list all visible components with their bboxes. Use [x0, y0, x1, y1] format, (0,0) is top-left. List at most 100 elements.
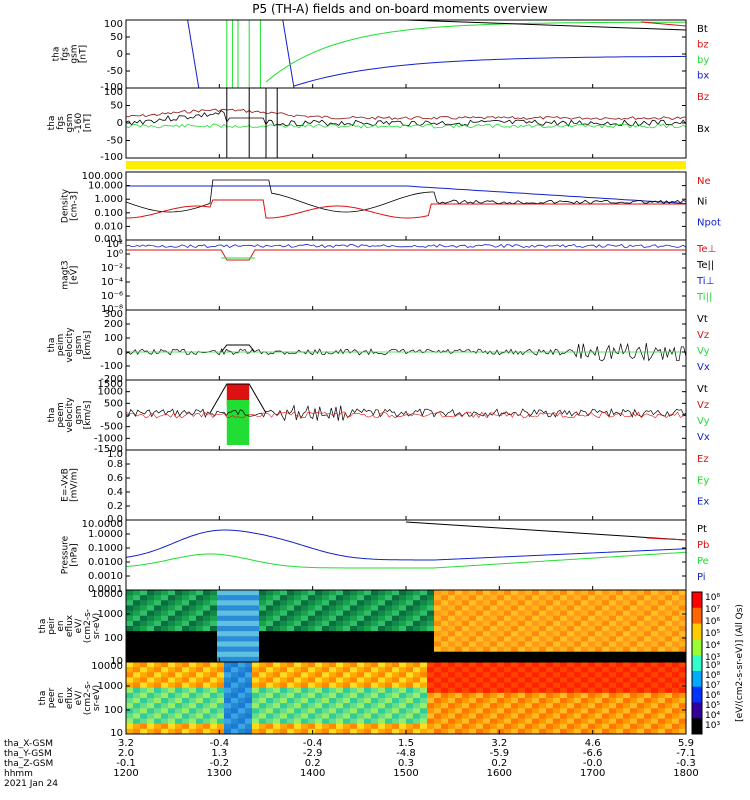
spectrogram-cell: [287, 698, 295, 704]
spectrogram-cell: [420, 620, 428, 627]
legend-entry: Ti||: [696, 292, 712, 303]
spectrogram-cell: [273, 698, 281, 704]
spectrogram-cell: [476, 610, 484, 617]
spectrogram-cell: [420, 641, 428, 648]
spectrogram-cell: [392, 631, 400, 637]
spectrogram-cell: [133, 651, 141, 658]
spectrogram-cell: [315, 728, 323, 735]
spectrogram-cell: [546, 667, 554, 673]
spectrogram-cell: [329, 723, 337, 730]
colorbar-tick-label: 10⁸: [705, 593, 720, 603]
spectrogram-cell: [455, 667, 463, 673]
spectrogram-cell: [329, 703, 337, 709]
spectrogram-cell: [273, 713, 281, 720]
spectrogram-cell: [133, 728, 141, 735]
spectrogram-cell: [364, 636, 372, 642]
spectrogram-cell: [658, 610, 666, 617]
spectrogram-cell: [427, 590, 435, 596]
spectrogram-cell: [378, 600, 386, 606]
spectrogram-cell: [595, 620, 603, 627]
spectrogram-cell: [427, 600, 435, 606]
spectrogram-cell: [602, 626, 610, 632]
panel-frame: [125, 309, 687, 381]
spectrogram-cell: [210, 713, 218, 720]
spectrogram-cell: [483, 626, 491, 632]
spectrogram-cell: [476, 698, 484, 704]
spectrogram-cell: [588, 590, 596, 596]
spectrogram-cell: [658, 662, 666, 668]
spectrogram-cell: [567, 708, 575, 714]
spectrogram-cell: [315, 590, 323, 596]
spectrogram-cell: [560, 615, 568, 622]
spectrogram-cell: [175, 595, 183, 601]
legend-entry: Vx: [697, 362, 710, 373]
spectrogram-cell: [140, 703, 148, 709]
spectrogram-cell: [126, 626, 134, 632]
spectrogram-cell: [469, 672, 477, 678]
spectrogram-cell: [175, 672, 183, 678]
spectrogram-cell: [371, 636, 379, 642]
spectrogram-cell: [336, 662, 344, 668]
spectrogram-cell: [399, 723, 407, 730]
spectrogram-cell: [371, 708, 379, 714]
spectrogram-cell: [336, 646, 344, 653]
spectrogram-cell: [532, 692, 540, 699]
spectrogram-cell: [567, 692, 575, 699]
spectrogram-cell: [441, 651, 449, 658]
spectrogram-cell: [427, 615, 435, 622]
spectrogram-cell: [231, 626, 239, 632]
spectrogram-cell: [385, 672, 393, 678]
spectrogram-cell: [623, 713, 631, 720]
spectrogram-cell: [336, 682, 344, 689]
spectrogram-cell: [581, 595, 589, 601]
spectrogram-cell: [378, 703, 386, 709]
spectrogram-cell: [210, 636, 218, 642]
spectrogram-cell: [217, 698, 225, 704]
spectrogram-cell: [252, 620, 260, 627]
spectrogram-cell: [637, 703, 645, 709]
spectrogram-cell: [203, 677, 211, 684]
spectrogram-cell: [301, 713, 309, 720]
spectrogram-cell: [623, 718, 631, 725]
spectrogram-cell: [448, 667, 456, 673]
spectrogram-cell: [602, 662, 610, 668]
spectrogram-cell: [406, 610, 414, 617]
spectrogram-cell: [637, 615, 645, 622]
spectrogram-cell: [616, 595, 624, 601]
spectrogram-cell: [210, 590, 218, 596]
spectrogram-cell: [525, 595, 533, 601]
spectrogram-cell: [182, 600, 190, 606]
spectrogram-cell: [175, 631, 183, 637]
spectrogram-cell: [483, 672, 491, 678]
spectrogram-cell: [126, 600, 134, 606]
spectrogram-cell: [434, 595, 442, 601]
spectrogram-cell: [301, 718, 309, 725]
spectrogram-cell: [147, 641, 155, 648]
spectrogram-cell: [476, 703, 484, 709]
spectrogram-cell: [245, 626, 253, 632]
spectrogram-cell: [364, 728, 372, 735]
spectrogram-cell: [294, 723, 302, 730]
spectrogram-cell: [539, 626, 547, 632]
spectrogram-cell: [532, 590, 540, 596]
spectrogram-cell: [203, 687, 211, 694]
spectrogram-cell: [581, 636, 589, 642]
spectrogram-cell: [406, 646, 414, 653]
spectrogram-cell: [273, 687, 281, 694]
legend-entry: Vx: [697, 432, 710, 443]
spectrogram-cell: [448, 610, 456, 617]
spectrogram-cell: [364, 631, 372, 637]
spectrogram-cell: [315, 698, 323, 704]
spectrogram-cell: [644, 631, 652, 637]
spectrogram-cell: [420, 595, 428, 601]
spectrogram-cell: [301, 687, 309, 694]
y-axis-label: [cm-3]: [70, 191, 80, 221]
spectrogram-cell: [364, 687, 372, 694]
spectrogram-cell: [427, 682, 435, 689]
spectrogram-cell: [448, 656, 456, 663]
spectrogram-cell: [427, 656, 435, 663]
spectrogram-cell: [224, 636, 232, 642]
spectrogram-cell: [371, 595, 379, 601]
spectrogram-cell: [210, 682, 218, 689]
